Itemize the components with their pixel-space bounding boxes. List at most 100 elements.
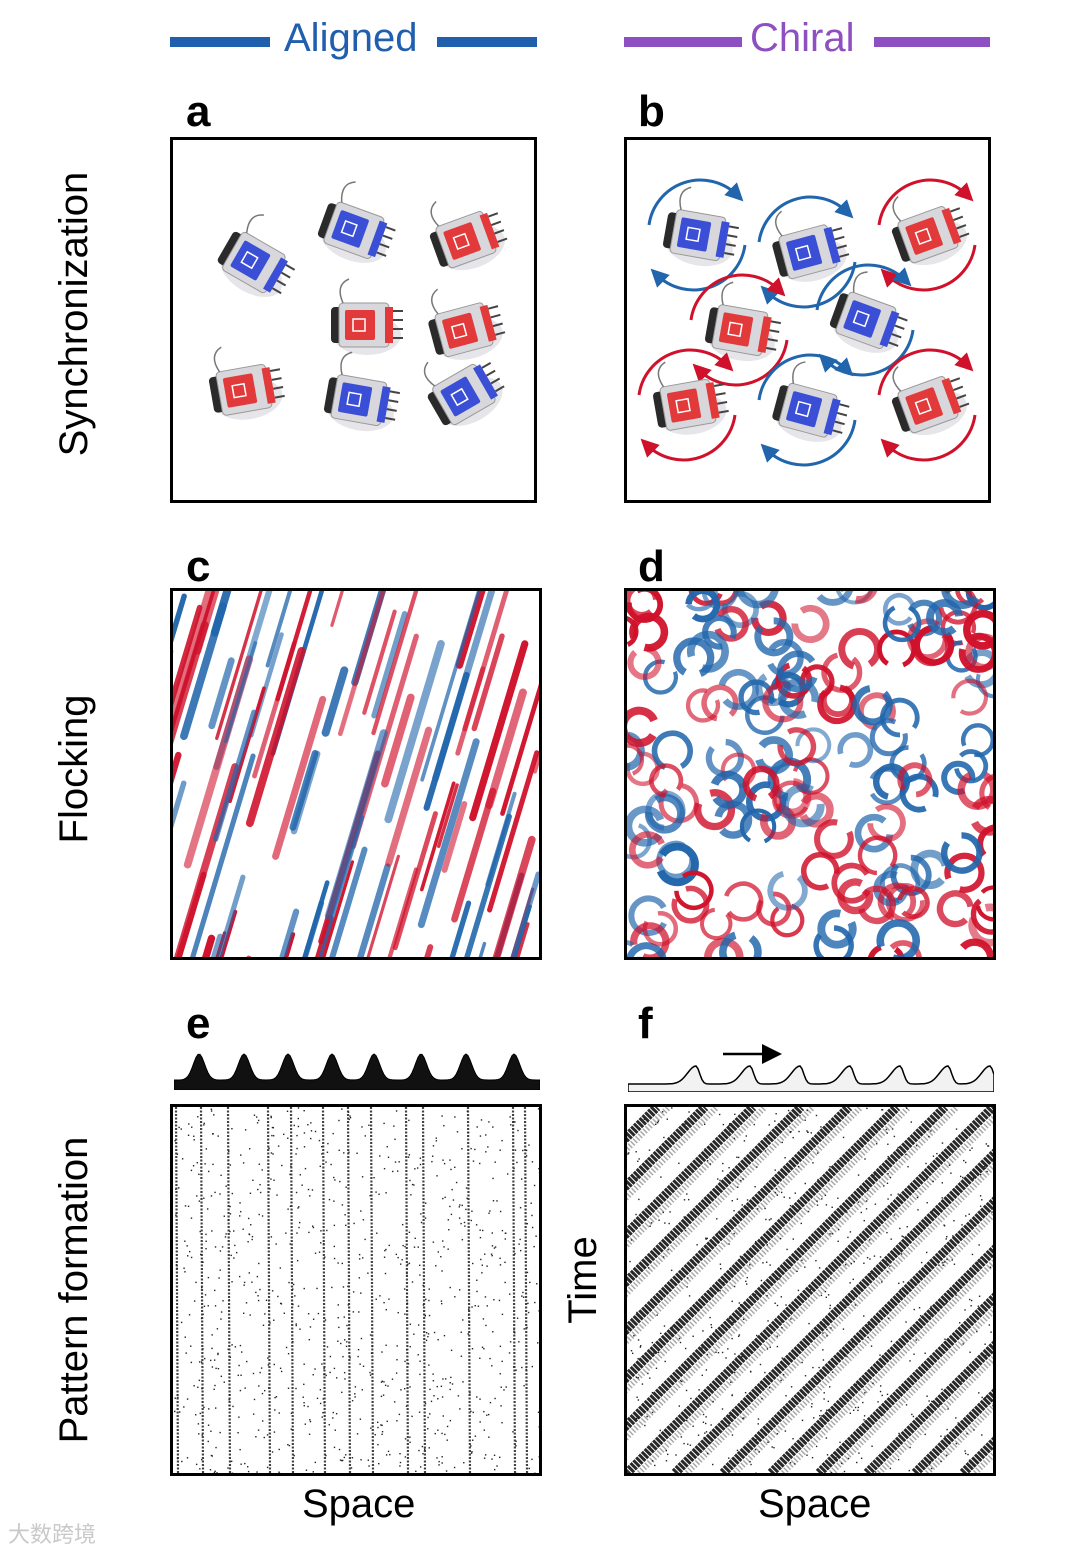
particle-dot — [701, 1347, 703, 1349]
particle-dot — [792, 1136, 794, 1139]
particle-dot — [458, 1206, 461, 1208]
particle-dot — [386, 1146, 388, 1148]
particle-dot — [259, 1288, 261, 1291]
particle-dot — [209, 1469, 212, 1471]
particle-dot — [857, 1174, 860, 1176]
particle-dot — [302, 1396, 304, 1398]
particle-dot — [196, 1162, 199, 1164]
particle-dot — [323, 1367, 325, 1370]
traveling-stripe — [863, 1340, 993, 1473]
particle-dot — [744, 1400, 747, 1402]
particle-dot — [760, 1279, 763, 1282]
particle-dot — [419, 1157, 422, 1159]
particle-dot — [970, 1305, 972, 1307]
particle-dot — [271, 1126, 274, 1129]
particle-dot — [743, 1417, 745, 1419]
particle-dot — [797, 1289, 800, 1292]
particle-dot — [399, 1263, 402, 1265]
particle-dot — [212, 1163, 214, 1166]
particle-dot — [754, 1185, 756, 1188]
particle-dot — [187, 1134, 190, 1136]
particle-dot — [341, 1108, 343, 1110]
particle-dot — [857, 1406, 860, 1409]
trajectory-streak — [202, 934, 216, 957]
circular-trajectory — [721, 591, 759, 628]
particle-dot — [248, 1233, 250, 1235]
particle-dot — [719, 1290, 721, 1292]
particle-dot — [637, 1160, 639, 1163]
particle-dot — [692, 1259, 694, 1262]
particle-dot — [220, 1318, 222, 1320]
particle-dot — [354, 1386, 357, 1388]
particle-dot — [499, 1210, 502, 1213]
trajectory-streak — [384, 639, 445, 824]
particle-dot — [297, 1107, 300, 1109]
particle-dot — [485, 1324, 487, 1327]
particle-dot — [396, 1345, 398, 1347]
particle-dot — [283, 1133, 285, 1136]
particle-dot — [984, 1343, 986, 1345]
trajectory-streak — [265, 591, 293, 668]
particle-dot — [269, 1188, 271, 1190]
particle-dot — [286, 1110, 289, 1113]
particle-dot — [735, 1357, 737, 1359]
particle-dot — [872, 1382, 874, 1384]
circular-trajectory — [801, 852, 840, 891]
particle-dot — [177, 1396, 179, 1399]
particle-dot — [639, 1461, 641, 1463]
particle-dot — [409, 1441, 411, 1444]
particle-dot — [395, 1110, 398, 1112]
circular-trajectory — [867, 803, 906, 843]
particle-dot — [484, 1296, 487, 1298]
particle-dot — [635, 1151, 637, 1153]
particle-dot — [289, 1205, 292, 1208]
traveling-stripe — [767, 1244, 993, 1473]
particle-dot — [498, 1299, 501, 1302]
particle-dot — [504, 1281, 506, 1284]
trajectory-streak — [451, 787, 497, 923]
particle-dot — [851, 1341, 854, 1343]
particle-dot — [658, 1219, 660, 1221]
circular-trajectory — [910, 849, 950, 889]
particle-dot — [636, 1311, 638, 1314]
particle-dot — [796, 1270, 798, 1273]
particle-dot — [698, 1389, 700, 1391]
particle-dot — [852, 1409, 855, 1411]
particle-dot — [863, 1415, 866, 1417]
circular-trajectory — [814, 819, 854, 859]
particle-dot — [428, 1364, 430, 1366]
particle-dot — [261, 1392, 264, 1395]
particle-dot — [483, 1457, 486, 1459]
particle-dot — [383, 1122, 385, 1125]
particle-dot — [408, 1119, 410, 1122]
particle-dot — [662, 1211, 664, 1214]
particle-dot — [443, 1246, 445, 1248]
particle-dot — [671, 1107, 673, 1109]
circular-trajectory — [911, 628, 951, 667]
particle-dot — [310, 1122, 312, 1124]
particle-dot — [229, 1164, 232, 1166]
circular-trajectory — [857, 835, 898, 876]
particle-dot — [774, 1302, 776, 1304]
particle-dot — [981, 1434, 983, 1436]
particle-dot — [252, 1179, 254, 1182]
particle-dot — [428, 1447, 430, 1449]
particle-dot — [638, 1198, 640, 1201]
particle-dot — [381, 1351, 383, 1353]
particle-dot — [867, 1189, 869, 1192]
particle-dot — [839, 1441, 841, 1444]
stationary-stripe — [289, 1107, 295, 1473]
particle-dot — [812, 1366, 814, 1369]
particle-dot — [925, 1251, 928, 1254]
circular-trajectory — [694, 789, 736, 831]
particle-dot — [370, 1352, 373, 1354]
particle-dot — [360, 1210, 362, 1212]
particle-dot — [388, 1298, 390, 1300]
particle-dot — [273, 1431, 276, 1433]
particle-dot — [522, 1291, 524, 1294]
particle-dot — [719, 1263, 722, 1265]
particle-dot — [717, 1178, 719, 1180]
particle-dot — [880, 1463, 882, 1465]
particle-dot — [670, 1269, 673, 1272]
particle-dot — [816, 1200, 818, 1202]
